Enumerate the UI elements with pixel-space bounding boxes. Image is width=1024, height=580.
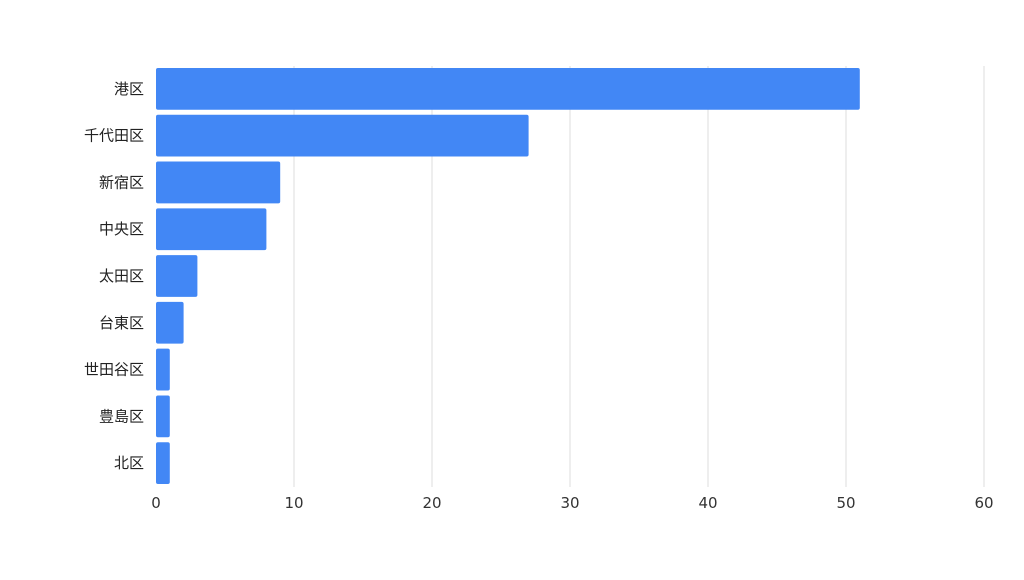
bar[interactable] [156,161,281,204]
x-tick-label: 30 [560,494,579,512]
category-label: 豊島区 [99,407,144,425]
category-label: 千代田区 [84,127,144,145]
category-label: 台東区 [99,314,144,332]
x-tick-label: 60 [974,494,993,512]
category-label: 太田区 [99,267,144,285]
bars [156,68,860,484]
bar[interactable] [156,208,267,251]
x-tick-label: 40 [698,494,717,512]
bar[interactable] [156,255,198,297]
category-label: 港区 [114,80,144,98]
category-label: 中央区 [99,220,144,238]
bar[interactable] [156,442,170,484]
bar[interactable] [156,395,170,438]
x-axis-tick-labels: 0 10 20 30 40 50 60 [151,494,993,512]
bar[interactable] [156,68,860,110]
bar[interactable] [156,348,170,391]
x-tick-label: 10 [284,494,303,512]
x-tick-label: 20 [422,494,441,512]
category-label: 新宿区 [99,173,144,191]
bar[interactable] [156,301,184,344]
category-label: 北区 [114,454,144,472]
x-tick-label: 50 [836,494,855,512]
bar[interactable] [156,114,529,157]
x-tick-label: 0 [151,494,161,512]
category-label: 世田谷区 [84,361,144,379]
